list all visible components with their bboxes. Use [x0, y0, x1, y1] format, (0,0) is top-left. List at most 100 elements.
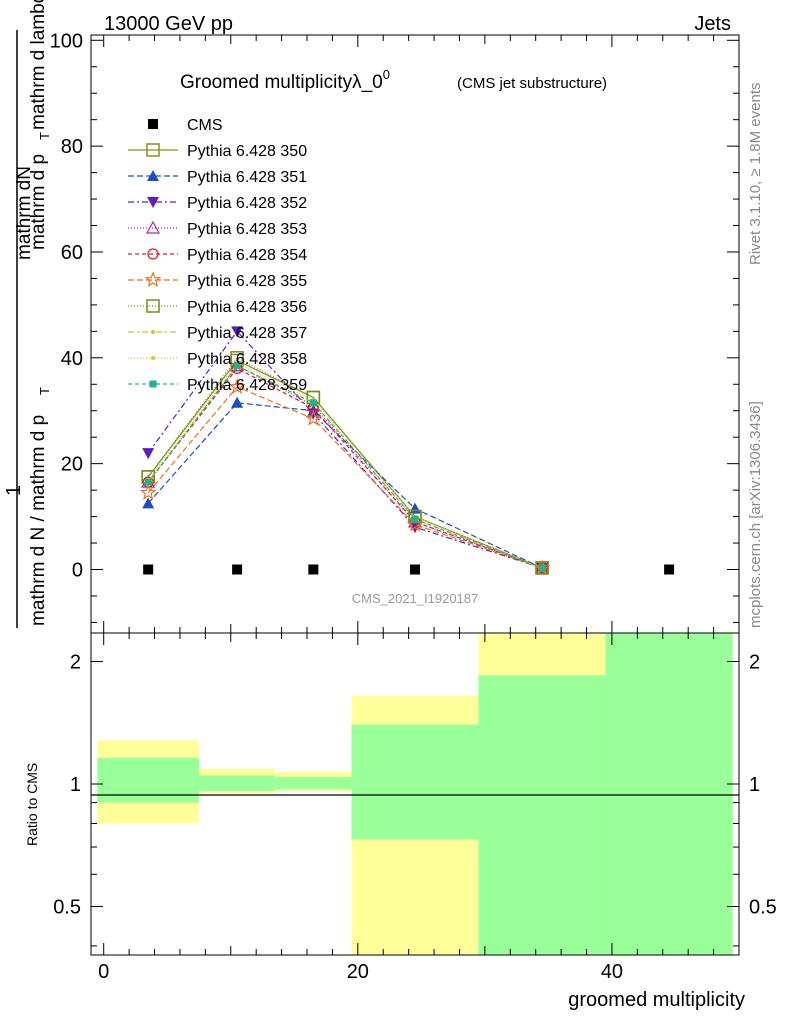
ratio-ytick-label: 0.5 [53, 896, 81, 918]
data-point [231, 326, 244, 338]
main-ylabel-numerator: mathrm dN [14, 166, 35, 260]
ratio-band-green [351, 724, 479, 840]
legend-entry: Pythia 6.428 353 [128, 220, 307, 238]
series-line [147, 364, 543, 569]
legend-entry: Pythia 6.428 354 [128, 247, 307, 264]
ratio-band-green [199, 775, 276, 792]
data-point [536, 562, 548, 574]
legend-entry: Pythia 6.428 358 [128, 351, 307, 368]
legend-label: Pythia 6.428 354 [187, 247, 307, 264]
chart-title-main: Groomed multiplicityλ_0 [180, 72, 383, 93]
main-ylabel-sub1: T [37, 387, 52, 395]
legend-label: Pythia 6.428 359 [187, 377, 307, 394]
legend-label: Pythia 6.428 355 [187, 273, 307, 290]
ratio-band-green [605, 633, 733, 955]
data-point [142, 448, 155, 460]
ratio-x-ticks: 0 20 40 [98, 633, 740, 983]
legend-label: Pythia 6.428 353 [187, 221, 307, 238]
legend-marker [147, 248, 159, 260]
main-ytick-label: 40 [61, 348, 83, 370]
series-line [147, 402, 543, 569]
chart-title: Groomed multiplicityλ_00 [180, 67, 390, 93]
series-line [147, 386, 543, 569]
header-right: Jets [694, 13, 731, 35]
main-ytick-label: 100 [50, 30, 83, 52]
legend-marker [147, 197, 159, 208]
main-ylabel-denominator: mathrm d N / mathrm d p [28, 415, 49, 626]
main-ylabel: 1 mathrm dN mathrm d p T mathrm d lambda… [3, 0, 52, 628]
data-point [143, 564, 154, 575]
ratio-bands [97, 633, 733, 955]
ratio-ytick-label: 1 [70, 774, 81, 796]
main-ytick-label: 80 [61, 136, 83, 158]
main-y-ticks: 0 20 40 60 80 100 [50, 30, 739, 623]
legend-label: CMS [187, 117, 223, 134]
legend-marker [151, 330, 155, 334]
data-point [231, 396, 244, 408]
main-ytick-label: 20 [61, 454, 83, 476]
ratio-band-green [275, 777, 352, 790]
legend: CMS Pythia 6.428 350 Pythia 6.428 351 Pythi… [128, 117, 307, 394]
data-point [144, 478, 152, 486]
data-point [410, 564, 420, 575]
legend-marker [146, 299, 160, 313]
mcplots-label: mcplots.cern.ch [arXiv:1306.3436] [747, 401, 764, 628]
data-point [139, 484, 157, 500]
header-left: 13000 GeV pp [104, 13, 233, 35]
legend-entry: Pythia 6.428 359 [128, 377, 307, 394]
data-point [308, 564, 319, 575]
main-plot-content [139, 326, 675, 575]
chart-title-sup: 0 [383, 67, 390, 82]
main-ylabel-tail: mathrm d lambda [28, 0, 49, 130]
main-ylabel-one: 1 [3, 485, 25, 496]
main-ylabel-sub2: T [37, 132, 52, 140]
x-axis-label: groomed multiplicity [568, 989, 745, 1011]
main-ylabel-mid: mathrm d p [28, 154, 49, 250]
legend-label: Pythia 6.428 351 [187, 169, 307, 186]
legend-entry: CMS [148, 117, 223, 134]
ratio-ytick-label: 2 [70, 652, 81, 674]
data-point [232, 564, 243, 575]
legend-entry: Pythia 6.428 352 [128, 195, 307, 212]
main-x-ticks [103, 35, 740, 633]
ratio-ylabel: Ratio to CMS [24, 763, 40, 846]
data-point [538, 564, 546, 572]
legend-marker [147, 170, 159, 181]
ratio-xtick-label: 0 [98, 961, 109, 983]
legend-marker [146, 143, 160, 157]
legend-marker [144, 271, 162, 288]
legend-entry: Pythia 6.428 356 [128, 299, 307, 316]
data-point [233, 362, 241, 370]
legend-label: Pythia 6.428 358 [187, 351, 307, 368]
ratio-frame [90, 632, 740, 956]
data-point [535, 561, 549, 575]
ratio-xtick-label: 20 [347, 961, 369, 983]
analysis-watermark: CMS_2021_I1920187 [352, 591, 479, 606]
ratio-ytick-label-right: 2 [749, 652, 760, 674]
series-line [147, 367, 543, 569]
legend-entry: Pythia 6.428 357 [128, 325, 307, 342]
legend-entry: Pythia 6.428 351 [128, 169, 307, 186]
data-point [664, 564, 675, 575]
ratio-y-ticks: 0.5 0.5 1 1 2 2 [53, 652, 777, 947]
legend-label: Pythia 6.428 350 [187, 143, 307, 160]
series-line [147, 357, 543, 569]
chart-subtitle: (CMS jet substructure) [457, 75, 607, 92]
series-line [147, 364, 543, 569]
legend-marker [148, 119, 158, 129]
legend-label: Pythia 6.428 356 [187, 299, 307, 316]
series-line [147, 364, 543, 569]
data-point [411, 515, 419, 523]
ratio-band-green [478, 675, 606, 955]
rivet-label: Rivet 3.1.10, ≥ 1.8M events [747, 83, 764, 266]
data-point [228, 378, 246, 394]
legend-marker [149, 380, 157, 388]
data-point [305, 410, 322, 426]
legend-marker [145, 220, 161, 234]
main-ytick-label: 60 [61, 242, 83, 264]
main-ytick-label: 0 [72, 559, 83, 581]
ratio-band-green [97, 757, 199, 803]
legend-entry: Pythia 6.428 350 [128, 143, 307, 160]
